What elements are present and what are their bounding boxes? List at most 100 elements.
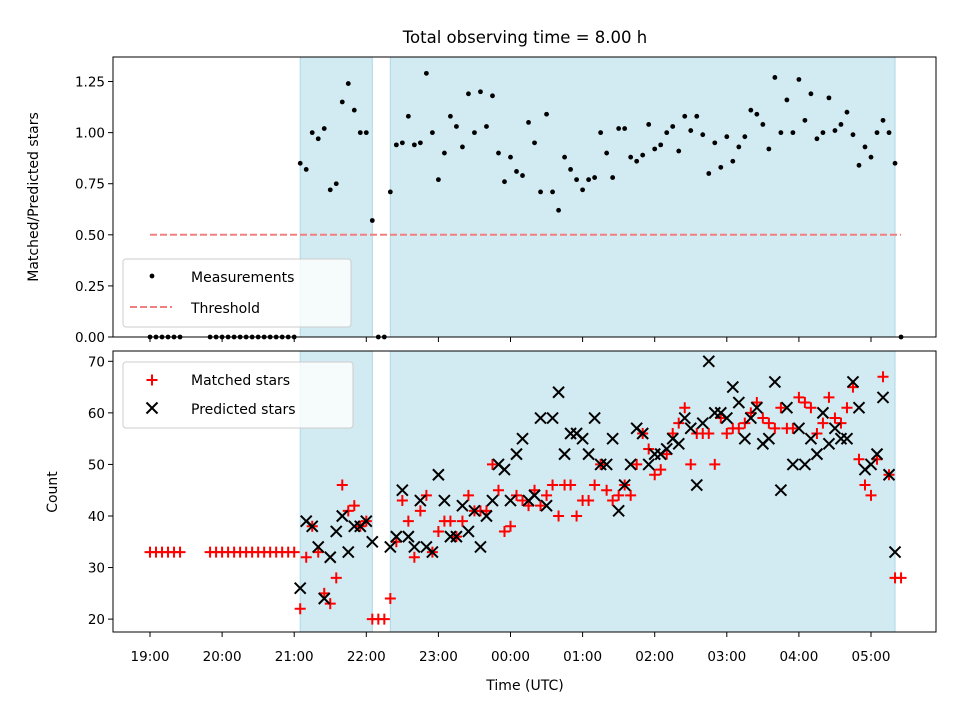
measurement-point: [880, 117, 886, 123]
matched-star-point: [853, 453, 865, 465]
x-tick-label: 01:00: [563, 649, 602, 665]
measurement-point: [652, 146, 658, 152]
matched-star-point: [408, 551, 420, 563]
measurement-point: [826, 95, 832, 101]
measurement-point: [387, 189, 393, 195]
measurement-point: [466, 91, 471, 97]
predicted-star-point: [312, 540, 325, 554]
predicted-star-point: [798, 458, 812, 471]
predicted-star-point: [876, 391, 890, 404]
predicted-star-point: [510, 447, 523, 461]
measurement-point: [520, 173, 525, 178]
top-shaded-intervals: [299, 56, 896, 338]
measurement-point: [393, 142, 399, 148]
measurement-point: [454, 124, 459, 129]
matched-star-point: [541, 489, 553, 501]
predicted-star-point: [816, 406, 830, 420]
predicted-star-point: [732, 396, 746, 409]
predicted-star-point: [636, 427, 649, 440]
predicted-star-point: [810, 447, 824, 461]
matched-star-point: [396, 495, 408, 507]
predicted-star-point: [582, 447, 595, 461]
predicted-star-point: [330, 525, 343, 538]
measurement-point: [856, 162, 862, 168]
x-tick-label: 22:00: [347, 649, 386, 665]
predicted-star-point: [606, 432, 619, 445]
matched-star-point: [799, 397, 811, 409]
matched-star-point: [420, 489, 432, 501]
predicted-star-point: [432, 468, 445, 481]
y-tick-label: 1.00: [75, 126, 105, 142]
measurement-point: [736, 144, 742, 150]
predicted-star-point: [408, 540, 421, 554]
predicted-star-point: [852, 401, 866, 414]
matched-star-point: [529, 484, 541, 496]
predicted-star-point: [744, 411, 758, 425]
matched-star-point: [859, 479, 871, 491]
bottom-x-ticks: 19:00 20:00 21:00 22:00 23:00 00:00 01:00 02:00…: [131, 632, 890, 665]
measurement-point: [339, 99, 345, 105]
bottom-legend-box: [122, 361, 354, 429]
matched-star-point: [330, 572, 342, 584]
predicted-star-point: [882, 468, 896, 481]
measurement-point: [748, 107, 754, 113]
predicted-star-point: [672, 437, 685, 451]
measurement-point: [490, 93, 495, 99]
matched-star-point: [793, 391, 805, 403]
measurement-point: [850, 132, 856, 138]
predicted-star-point: [576, 432, 589, 445]
measurement-point: [634, 158, 640, 164]
measurement-point: [550, 189, 555, 195]
x-tick-label: 20:00: [203, 649, 242, 665]
measurement-point: [568, 167, 573, 172]
measurement-point: [778, 130, 784, 136]
measurement-point: [586, 177, 592, 183]
predicted-star-point: [828, 422, 842, 435]
matched-star-point: [432, 525, 444, 537]
y-tick-label: 0.00: [75, 330, 105, 346]
matched-star-point: [523, 500, 535, 512]
y-tick-label: 0.75: [75, 177, 105, 193]
legend-matched-marker: [146, 374, 158, 386]
measurement-point: [814, 136, 820, 142]
measurement-point: [345, 81, 351, 86]
measurement-point: [574, 177, 579, 183]
predicted-star-point: [468, 504, 481, 518]
measurement-point: [790, 130, 796, 136]
predicted-star-point: [786, 458, 800, 471]
matched-star-point: [865, 489, 877, 501]
predicted-star-point: [768, 375, 782, 389]
measurement-point: [544, 111, 549, 117]
predicted-star-point: [360, 514, 373, 528]
measurement-point: [423, 70, 429, 76]
matched-star-point: [703, 427, 715, 439]
legend-threshold-label: Threshold: [190, 301, 260, 317]
measurement-point: [694, 113, 700, 119]
bottom-axes-frame: [112, 350, 937, 633]
matched-star-point: [769, 422, 781, 434]
measurement-point: [538, 189, 543, 195]
y-tick-label: 60: [88, 406, 105, 422]
measurement-point: [309, 130, 315, 136]
matched-star-point: [498, 525, 510, 537]
predicted-star-point: [804, 432, 818, 445]
measurement-point: [297, 160, 303, 166]
measurement-point: [676, 148, 682, 154]
matched-star-point: [511, 489, 523, 501]
matched-star-point: [625, 489, 637, 501]
y-tick-label: 0.50: [75, 228, 105, 244]
measurement-point: [604, 150, 610, 156]
measurement-point: [664, 130, 670, 136]
predicted-star-point: [720, 411, 734, 425]
matched-star-point: [294, 603, 306, 615]
predicted-star-point: [294, 581, 307, 595]
measurement-point: [616, 126, 622, 131]
x-axis-label: Time (UTC): [485, 678, 563, 694]
bottom-legend: Matched stars Predicted stars: [122, 361, 354, 429]
top-measurement-points: [147, 70, 904, 340]
matched-star-point: [517, 495, 529, 507]
matched-star-point: [342, 505, 354, 517]
y-tick-label: 50: [88, 457, 105, 473]
predicted-star-point: [540, 499, 553, 512]
matched-star-point: [505, 520, 516, 532]
